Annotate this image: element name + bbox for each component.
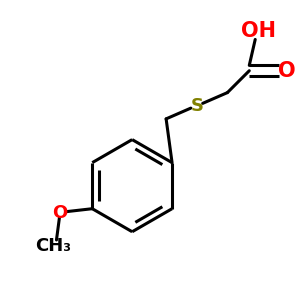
Text: O: O [278,61,295,81]
Text: OH: OH [241,21,276,40]
Text: O: O [52,204,67,222]
Text: CH₃: CH₃ [35,237,71,255]
Text: S: S [190,97,203,115]
